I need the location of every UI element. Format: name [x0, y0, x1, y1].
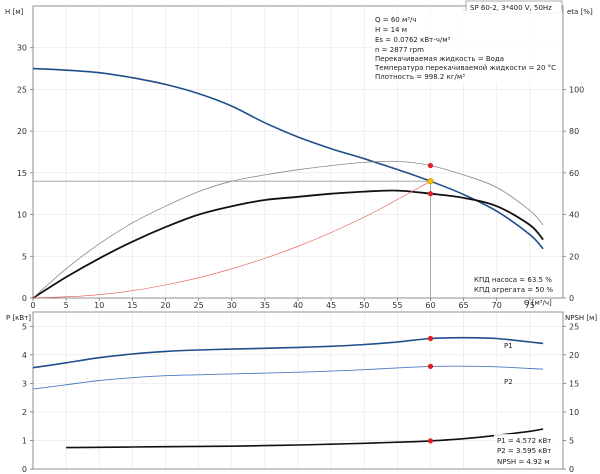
bottom-y-tick-label-right: 5 — [569, 436, 574, 445]
top-y-tick-label-left: 20 — [17, 127, 27, 136]
top-x-tick-label: 25 — [194, 301, 204, 310]
legend-p1: P1 — [504, 342, 513, 350]
pump-efficiency-note: КПД насоса = 63.5 % — [474, 276, 552, 284]
top-x-tick-label: 75 — [525, 301, 535, 310]
bottom-plot-frame — [32, 311, 564, 470]
bottom-ylabel-right: NPSH [м] — [565, 314, 597, 322]
top-y-tick-label-left: 0 — [22, 294, 27, 303]
bottom-y-tick-label-left: 2 — [22, 408, 27, 417]
info-p1: P1 = 4.572 кВт — [497, 437, 551, 445]
top-x-ticks: 0 5 10 15 20 25 30 35 40 45 50 55 60 65 70 75 — [30, 298, 535, 310]
top-ylabel-left-line1: H [м] — [5, 8, 24, 16]
top-y-tick-label-right: 80 — [569, 127, 579, 136]
power-npsh-chart: 0 1 2 3 4 5 0 5 10 15 20 25 P [кВт] NPSH [м] P1 P2… — [6, 311, 597, 474]
top-x-tick-label: 0 — [30, 301, 35, 310]
top-y-tick-label-right: 60 — [569, 169, 579, 178]
top-x-tick-label: 5 — [64, 301, 69, 310]
top-x-tick-label: 15 — [127, 301, 137, 310]
top-y-tick-label-right: 20 — [569, 252, 579, 261]
top-x-tick-label: 60 — [425, 301, 435, 310]
p1-power-curve — [32, 336, 544, 369]
npsh-curve — [66, 428, 544, 449]
p2-power-curve — [32, 365, 544, 390]
top-y-tick-label-left: 10 — [17, 211, 27, 220]
legend-p2: P2 — [504, 378, 513, 386]
operating-point-marker — [427, 363, 434, 369]
top-y-ticks-right: 0 20 40 60 80 100 — [563, 85, 584, 303]
bottom-y-ticks-right: 0 5 10 15 20 25 — [563, 322, 579, 474]
unit-efficiency-note: КПД агрегата = 50 % — [474, 286, 553, 294]
top-x-tick-label: 10 — [94, 301, 104, 310]
top-x-tick-label: 30 — [227, 301, 237, 310]
operating-point-marker — [427, 178, 434, 185]
top-y-tick-label-right: 0 — [569, 294, 574, 303]
pump-efficiency-curve — [32, 160, 544, 299]
info-line-q: Q = 60 м³/ч — [375, 16, 417, 24]
info-line-es: Es = 0.0762 кВт-ч/м³ — [375, 36, 451, 44]
bottom-y-tick-label-right: 10 — [569, 408, 579, 417]
bottom-y-tick-label-left: 4 — [22, 351, 27, 360]
bottom-y-tick-label-left: 1 — [22, 436, 27, 445]
top-xlabel: Q [м³/ч] — [524, 299, 552, 307]
top-x-tick-label: 45 — [326, 301, 336, 310]
top-series-group — [32, 67, 544, 299]
top-y-ticks-left: 0 5 10 15 20 25 30 — [17, 44, 33, 303]
top-x-tick-label: 35 — [260, 301, 270, 310]
top-y-tick-label-left: 15 — [17, 169, 27, 178]
bottom-y-tick-label-right: 25 — [569, 322, 579, 331]
system-curve — [32, 180, 431, 299]
bottom-y-tick-label-left: 3 — [22, 379, 27, 388]
info-line-h: H = 14 м — [375, 26, 407, 34]
bottom-info-backdrop — [494, 434, 562, 468]
bottom-y-tick-label-left: 0 — [22, 465, 27, 474]
bottom-ylabel-left: P [кВт] — [6, 314, 31, 322]
top-x-tick-label: 40 — [293, 301, 303, 310]
chart-title: SP 60-2, 3*400 V, 50Hz — [470, 4, 552, 12]
operating-point-marker — [427, 438, 434, 444]
operating-info-block: Q = 60 м³/ч H = 14 м Es = 0.0762 кВт-ч/м… — [372, 11, 562, 83]
top-y-tick-label-left: 25 — [17, 85, 27, 94]
info-line-liquid: Перекачиваемая жидкость = Вода — [375, 55, 504, 63]
top-y-tick-label-left: 30 — [17, 44, 27, 53]
info-backdrop — [372, 11, 562, 83]
top-x-tick-label: 20 — [160, 301, 170, 310]
top-y-tick-label-right: 100 — [569, 85, 584, 94]
efficiency-marker — [427, 191, 434, 197]
top-x-tick-label: 50 — [359, 301, 369, 310]
unit-efficiency-curve — [32, 189, 544, 299]
top-y-tick-label-right: 40 — [569, 211, 579, 220]
pump-curve-chart: 0 5 10 15 20 25 30 0 20 40 60 80 100 0 5 10 15 20 25 30 35… — [5, 0, 593, 310]
top-x-tick-label: 65 — [459, 301, 469, 310]
bottom-y-ticks-left: 0 1 2 3 4 5 — [22, 322, 33, 474]
efficiency-marker — [427, 162, 434, 169]
bottom-y-tick-label-right: 0 — [569, 465, 574, 474]
top-ylabel-right: eta [%] — [567, 8, 593, 16]
info-p2: P2 = 3.595 кВт — [497, 447, 551, 455]
info-line-n: n = 2877 rpm — [375, 46, 424, 54]
info-npsh: NPSH = 4.92 м — [497, 458, 550, 466]
bottom-markers-group — [427, 335, 434, 444]
top-x-tick-label: 70 — [492, 301, 502, 310]
bottom-y-tick-label-left: 5 — [22, 322, 27, 331]
info-line-temp: Температура перекачиваемой жидкости = 20… — [374, 64, 556, 72]
bottom-series-group — [32, 336, 544, 449]
head-curve — [32, 67, 544, 250]
info-line-density: Плотность = 998.2 кг/м³ — [375, 73, 465, 81]
top-y-tick-label-left: 5 — [22, 252, 27, 261]
bottom-y-tick-label-right: 20 — [569, 351, 579, 360]
top-x-tick-label: 55 — [392, 301, 402, 310]
bottom-y-tick-label-right: 15 — [569, 379, 579, 388]
top-markers-group — [33, 162, 434, 298]
operating-point-marker — [427, 335, 434, 342]
